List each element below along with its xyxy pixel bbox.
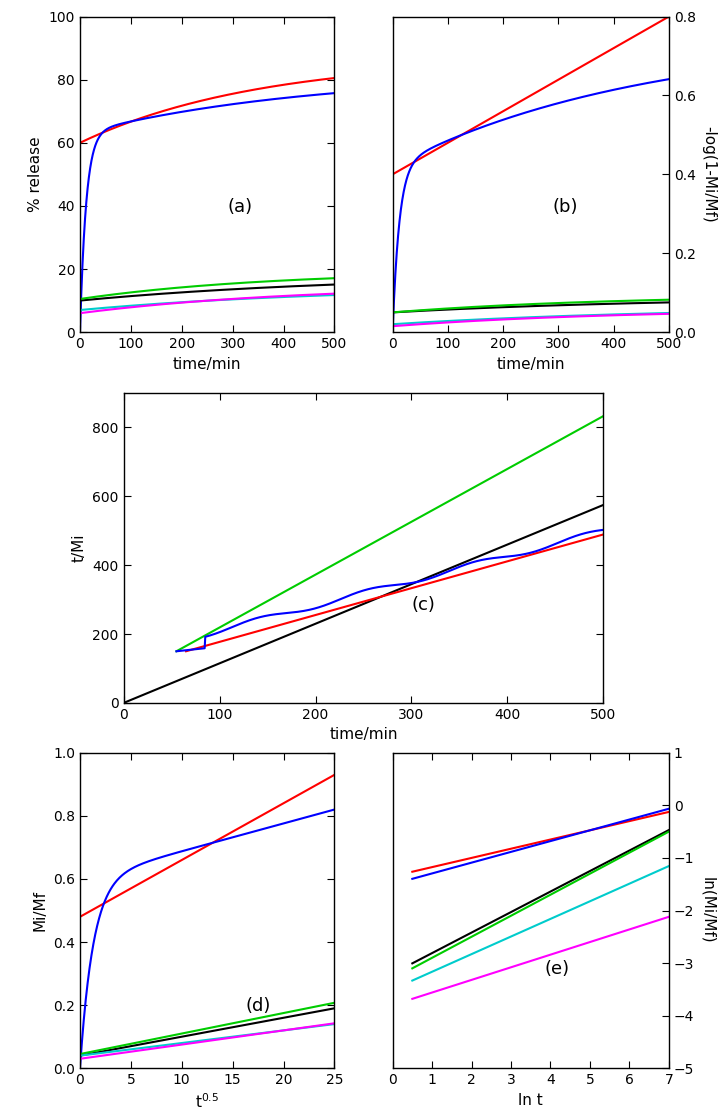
Text: (d): (d) [246,997,270,1015]
Y-axis label: t/Mi: t/Mi [72,534,87,562]
Y-axis label: % release: % release [28,136,43,213]
X-axis label: t$^{0.5}$: t$^{0.5}$ [195,1093,220,1107]
Y-axis label: ln(Mi/Mf): ln(Mi/Mf) [700,877,715,944]
Y-axis label: Mi/Mf: Mi/Mf [33,890,47,931]
X-axis label: ln t: ln t [518,1093,543,1107]
Text: (c): (c) [411,596,435,614]
Y-axis label: -log(1-Mi/Mf): -log(1-Mi/Mf) [702,126,717,223]
Text: (e): (e) [545,960,570,977]
X-axis label: time/min: time/min [497,356,565,372]
Text: (a): (a) [228,198,253,216]
X-axis label: time/min: time/min [173,356,241,372]
Text: (b): (b) [553,198,578,216]
X-axis label: time/min: time/min [329,727,398,743]
